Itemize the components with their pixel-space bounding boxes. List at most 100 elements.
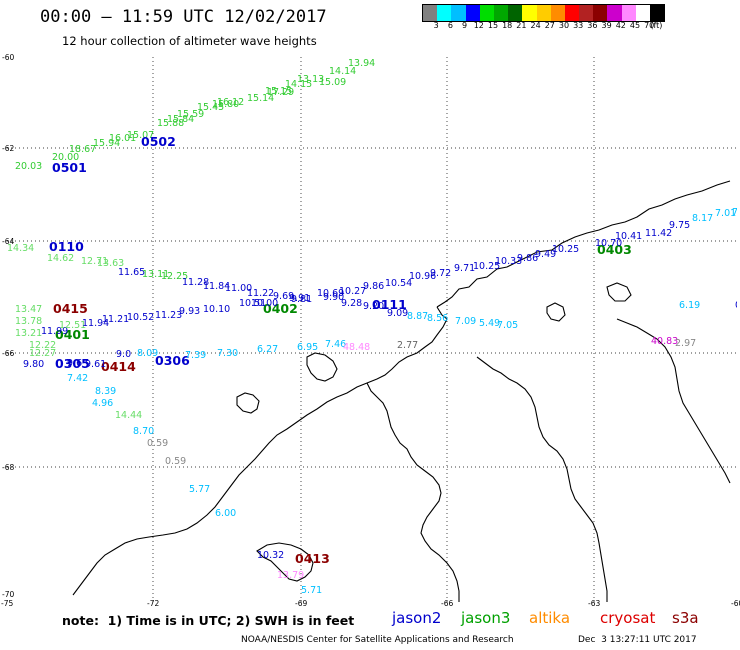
wave-height-colorbar xyxy=(422,4,666,22)
wave-height-label: 5.49 xyxy=(479,318,500,329)
wave-height-label: 16.12 xyxy=(217,97,244,108)
wave-height-label: 12.22 xyxy=(29,340,56,351)
wave-height-label: 13.79 xyxy=(277,570,304,581)
wave-height-label: 14.14 xyxy=(329,66,356,77)
colorbar-swatch xyxy=(593,5,608,21)
coastline-segment xyxy=(616,318,731,484)
wave-height-label: 12.25 xyxy=(161,271,188,282)
wave-height-label: 10.27 xyxy=(339,286,366,297)
colorbar-swatch xyxy=(423,5,438,21)
wave-height-label: 7.39 xyxy=(185,350,206,361)
colorbar-swatch xyxy=(579,5,594,21)
wave-height-label: 10.00 xyxy=(251,298,278,309)
latitude-label: -62 xyxy=(2,144,15,153)
generated-timestamp: Dec 3 13:27:11 UTC 2017 xyxy=(578,635,697,645)
wave-height-label: 13.63 xyxy=(97,258,124,269)
colorbar-swatch xyxy=(465,5,480,21)
wave-height-label: 15.14 xyxy=(247,93,274,104)
wave-height-label: 2.97 xyxy=(675,338,696,349)
longitude-label: -75 xyxy=(1,599,14,608)
longitude-label: -66 xyxy=(441,599,454,608)
colorbar-swatch xyxy=(451,5,466,21)
pass-id-label: 0403 xyxy=(597,242,632,257)
wave-height-label: 9.90 xyxy=(323,292,344,303)
colorbar-label: 33 xyxy=(573,21,584,30)
colorbar-label: 27 xyxy=(544,21,555,30)
wave-height-label: 5.71 xyxy=(301,585,322,596)
wave-height-label: 9.09 xyxy=(387,308,408,319)
wave-height-label: 14.62 xyxy=(47,253,74,264)
colorbar-label: 70 xyxy=(644,21,655,30)
wave-height-label: 9.28 xyxy=(341,298,362,309)
wave-height-label: 9.20 xyxy=(363,301,384,312)
wave-height-label: 7.46 xyxy=(325,339,346,350)
colorbar-swatch xyxy=(564,5,580,21)
colorbar-swatch xyxy=(650,5,665,21)
coastline-segment xyxy=(256,542,314,582)
wave-height-label: 10.25 xyxy=(473,261,500,272)
wave-height-label: 9.0 xyxy=(116,349,131,360)
wave-height-label: 8.56 xyxy=(427,313,448,324)
latitude-label: -68 xyxy=(2,463,15,472)
wave-height-label: 9.86 xyxy=(363,281,384,292)
legend-cryosat: cryosat xyxy=(600,609,656,627)
map-title: 00:00 – 11:59 UTC 12/02/2017 xyxy=(40,7,327,27)
colorbar-label: 36 xyxy=(587,21,598,30)
coastline-segment xyxy=(366,382,460,602)
wave-height-label: 11.84 xyxy=(203,281,230,292)
wave-height-label: 20.00 xyxy=(52,152,79,163)
wave-height-label: 10.69 xyxy=(317,288,344,299)
latitude-label: -66 xyxy=(2,349,15,358)
wave-height-label: 9.80 xyxy=(23,359,44,370)
wave-height-label: 2.77 xyxy=(397,340,418,351)
coastline-segment xyxy=(236,392,260,414)
wave-height-label: 15.07 xyxy=(127,130,154,141)
wave-height-label: 0.59 xyxy=(165,456,186,467)
latitude-label: -70 xyxy=(2,590,15,599)
wave-height-label: 11.23 xyxy=(155,310,182,321)
longitude-label: -72 xyxy=(147,599,160,608)
pass-id-label: 0501 xyxy=(52,160,87,175)
wave-height-label: 10.52 xyxy=(127,312,154,323)
coastline-segment xyxy=(306,352,338,382)
wave-height-label: 13.78 xyxy=(15,316,42,327)
wave-height-label: 15.09 xyxy=(319,77,346,88)
coastline-segment xyxy=(606,282,632,302)
longitude-label: -60 xyxy=(731,599,740,608)
colorbar-swatch xyxy=(621,5,636,21)
legend-jason3: jason3 xyxy=(461,609,511,627)
coastline-segment xyxy=(546,302,566,322)
colorbar-label: (ft) xyxy=(650,21,663,30)
wave-height-label: 11.42 xyxy=(645,228,672,239)
wave-height-label: 48.48 xyxy=(343,342,370,353)
wave-height-label: 9.86 xyxy=(517,253,538,264)
wave-height-label: 9.72 xyxy=(430,268,451,279)
colorbar-swatch xyxy=(522,5,537,21)
colorbar-label: 9 xyxy=(462,21,468,30)
wave-height-label: 7.01 xyxy=(715,208,736,219)
wave-height-label: 7.42 xyxy=(67,373,88,384)
wave-height-label: 15.59 xyxy=(177,109,204,120)
wave-height-label: 4.96 xyxy=(92,398,113,409)
wave-height-label: 8.17 xyxy=(692,213,713,224)
wave-height-label: 8.39 xyxy=(95,386,116,397)
pass-id-label: 0413 xyxy=(295,551,330,566)
wave-height-label: 10.41 xyxy=(615,231,642,242)
wave-height-label: 8.09 xyxy=(137,348,158,359)
coastline-segment xyxy=(72,306,448,596)
wave-height-label: 7.09 xyxy=(455,316,476,327)
coastline-segment xyxy=(436,180,731,308)
pass-id-label: 0306 xyxy=(155,353,190,368)
latitude-label: -64 xyxy=(2,237,15,246)
map-subtitle: 12 hour collection of altimeter wave hei… xyxy=(62,34,317,48)
pass-id-label: 0415 xyxy=(53,301,88,316)
wave-height-label: 7.30 xyxy=(217,348,238,359)
wave-height-label: 13.21 xyxy=(15,328,42,339)
wave-height-label: 10.96 xyxy=(409,271,436,282)
wave-height-label: 10.54 xyxy=(385,278,412,289)
pass-id-label: 0305 xyxy=(55,356,90,371)
footer-note: note: 1) Time is in UTC; 2) SWH is in fe… xyxy=(62,613,355,628)
wave-height-label: 10.33 xyxy=(495,256,522,267)
colorbar-label: 39 xyxy=(601,21,612,30)
